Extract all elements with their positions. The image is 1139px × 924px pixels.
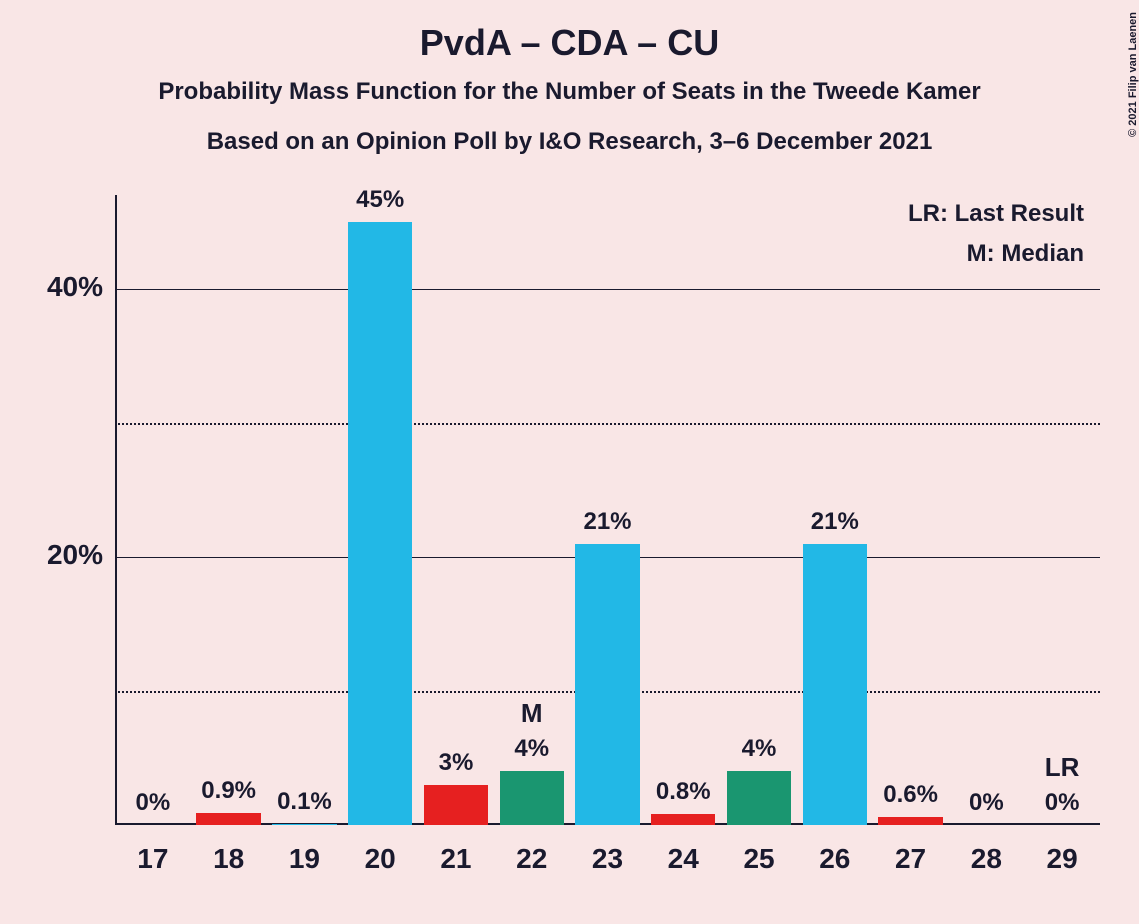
x-axis-tick-label: 26 — [797, 843, 873, 875]
bar — [500, 771, 564, 825]
x-axis-tick-label: 19 — [267, 843, 343, 875]
chart-subtitle-2: Based on an Opinion Poll by I&O Research… — [0, 128, 1139, 156]
bar-value-label: 0% — [1024, 789, 1100, 817]
x-axis-tick-label: 22 — [494, 843, 570, 875]
bar-value-label: 21% — [570, 508, 646, 536]
bar-value-label: 45% — [342, 186, 418, 214]
bar-value-label: 0.9% — [191, 777, 267, 805]
chart-container: PvdA – CDA – CU Probability Mass Functio… — [0, 0, 1139, 924]
y-axis-tick-label: 40% — [47, 271, 103, 303]
x-axis-tick-label: 27 — [873, 843, 949, 875]
x-axis-tick-label: 21 — [418, 843, 494, 875]
x-axis-tick-label: 25 — [721, 843, 797, 875]
plot-area: 0%0.9%0.1%45%3%4%M21%0.8%4%21%0.6%0%0%LR — [115, 195, 1100, 825]
x-axis-tick-label: 17 — [115, 843, 191, 875]
bar-value-label: 21% — [797, 508, 873, 536]
bar-value-label: 0% — [948, 789, 1024, 817]
chart-title: PvdA – CDA – CU — [0, 22, 1139, 64]
gridline-minor — [115, 423, 1100, 425]
x-axis-tick-label: 29 — [1024, 843, 1100, 875]
y-axis-tick-label: 20% — [47, 539, 103, 571]
bar-value-label: 4% — [721, 735, 797, 763]
chart-subtitle-1: Probability Mass Function for the Number… — [0, 78, 1139, 106]
x-axis-tick-label: 23 — [570, 843, 646, 875]
bar-value-label: 0.1% — [267, 788, 343, 816]
last-result-marker: LR — [1024, 752, 1100, 783]
x-axis-tick-label: 20 — [342, 843, 418, 875]
median-marker: M — [494, 698, 570, 729]
bar — [575, 544, 639, 825]
bar — [348, 222, 412, 825]
x-axis-tick-label: 28 — [948, 843, 1024, 875]
x-axis-tick-label: 24 — [645, 843, 721, 875]
bar-value-label: 3% — [418, 749, 494, 777]
bar — [803, 544, 867, 825]
bar — [651, 814, 715, 825]
bar — [272, 824, 336, 825]
bar-value-label: 0.8% — [645, 778, 721, 806]
bar — [727, 771, 791, 825]
x-axis-tick-label: 18 — [191, 843, 267, 875]
gridline-major — [115, 289, 1100, 290]
bar — [196, 813, 260, 825]
bar-value-label: 4% — [494, 735, 570, 763]
bar — [878, 817, 942, 825]
bar — [424, 785, 488, 825]
bar-value-label: 0% — [115, 789, 191, 817]
bar-value-label: 0.6% — [873, 781, 949, 809]
copyright-text: © 2021 Filip van Laenen — [1127, 12, 1139, 137]
